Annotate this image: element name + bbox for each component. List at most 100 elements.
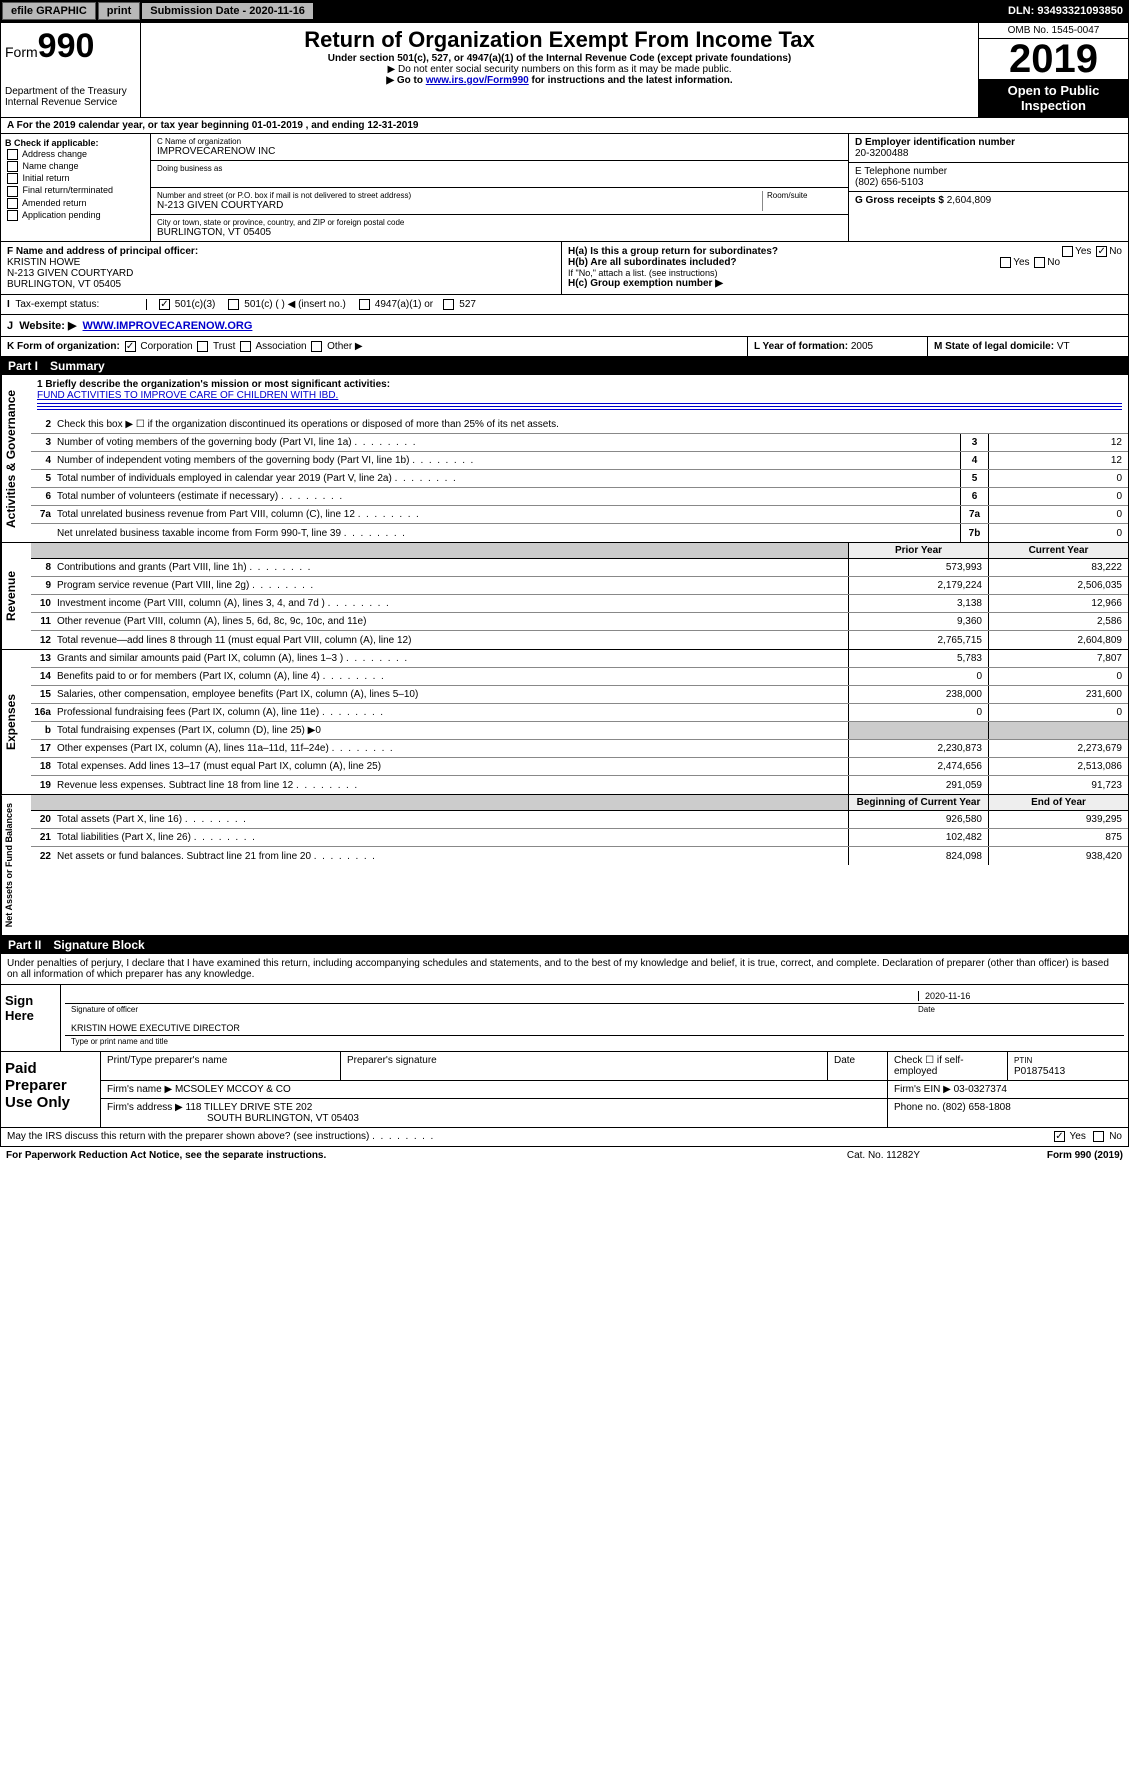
- line-21: Total liabilities (Part X, line 26): [57, 830, 848, 845]
- box-l: L Year of formation: 2005: [748, 337, 928, 356]
- c11: 2,586: [988, 613, 1128, 630]
- part2-header: Part II Signature Block: [0, 936, 1129, 954]
- line-19: Revenue less expenses. Subtract line 18 …: [57, 778, 848, 793]
- c17: 2,273,679: [988, 740, 1128, 757]
- officer-label: F Name and address of principal officer:: [7, 246, 198, 257]
- netassets-section: Net Assets or Fund Balances Beginning of…: [0, 795, 1129, 936]
- chk-501c[interactable]: [228, 299, 239, 310]
- header-mid: Return of Organization Exempt From Incom…: [141, 23, 978, 117]
- p10: 3,138: [848, 595, 988, 612]
- box-h: H(a) Is this a group return for subordin…: [561, 242, 1128, 294]
- chk-pending[interactable]: [7, 210, 18, 221]
- c20: 939,295: [988, 811, 1128, 828]
- col-prior: Prior Year: [848, 543, 988, 558]
- part2-title: Signature Block: [53, 938, 144, 952]
- chk-address[interactable]: [7, 149, 18, 160]
- side-expenses: Expenses: [1, 650, 31, 794]
- hb-yes[interactable]: [1000, 257, 1011, 268]
- chk-527[interactable]: [443, 299, 454, 310]
- discuss-no[interactable]: [1093, 1131, 1104, 1142]
- domicile-label: M State of legal domicile:: [934, 341, 1054, 352]
- form-label: Form: [5, 44, 38, 60]
- line-2: Check this box ▶ ☐ if the organization d…: [57, 417, 1128, 432]
- chk-trust[interactable]: [197, 341, 208, 352]
- website-link[interactable]: WWW.IMPROVECARENOW.ORG: [83, 320, 253, 332]
- hb-label: H(b) Are all subordinates included?: [568, 257, 737, 268]
- chk-4947[interactable]: [359, 299, 370, 310]
- p16b: [848, 722, 988, 739]
- ha-no[interactable]: [1096, 246, 1107, 257]
- chk-501c3[interactable]: [159, 299, 170, 310]
- lbl-4947: 4947(a)(1) or: [375, 299, 433, 310]
- dba-label: Doing business as: [157, 164, 842, 173]
- org-name-label: C Name of organization: [157, 137, 842, 146]
- firm-addr1: 118 TILLEY DRIVE STE 202: [186, 1102, 313, 1113]
- goto-pre: ▶ Go to: [386, 75, 425, 86]
- preparer-date-hdr: Date: [828, 1052, 888, 1080]
- lbl-initial: Initial return: [23, 173, 70, 183]
- grid-fgh: F Name and address of principal officer:…: [0, 242, 1129, 295]
- c14: 0: [988, 668, 1128, 685]
- declaration: Under penalties of perjury, I declare th…: [1, 954, 1128, 984]
- governance-section: Activities & Governance 1 Briefly descri…: [0, 375, 1129, 543]
- chk-final[interactable]: [7, 186, 18, 197]
- revenue-section: Revenue Prior YearCurrent Year 8Contribu…: [0, 543, 1129, 650]
- chk-corp[interactable]: [125, 341, 136, 352]
- side-governance: Activities & Governance: [1, 375, 31, 542]
- col-begin: Beginning of Current Year: [848, 795, 988, 810]
- officer-name: KRISTIN HOWE: [7, 257, 80, 268]
- header-right: OMB No. 1545-0047 2019 Open to Public In…: [978, 23, 1128, 117]
- box-deg: D Employer identification number20-32004…: [848, 134, 1128, 241]
- chk-assoc[interactable]: [240, 341, 251, 352]
- discuss-row: May the IRS discuss this return with the…: [0, 1128, 1129, 1146]
- dept-label: Department of the Treasury: [5, 86, 136, 97]
- line-18: Total expenses. Add lines 13–17 (must eq…: [57, 759, 848, 774]
- sig-officer-label: Signature of officer: [71, 1005, 918, 1014]
- part1-title: Summary: [50, 359, 105, 373]
- form-org-label: K Form of organization:: [7, 341, 120, 352]
- chk-other[interactable]: [311, 341, 322, 352]
- irs-link[interactable]: www.irs.gov/Form990: [426, 75, 529, 86]
- hb-yes-lbl: Yes: [1013, 257, 1029, 268]
- p17: 2,230,873: [848, 740, 988, 757]
- c16b: [988, 722, 1128, 739]
- lbl-name-change: Name change: [23, 161, 79, 171]
- discuss-no-lbl: No: [1109, 1132, 1122, 1143]
- ptin-value: P01875413: [1014, 1066, 1065, 1077]
- expenses-section: Expenses 13Grants and similar amounts pa…: [0, 650, 1129, 795]
- p13: 5,783: [848, 650, 988, 667]
- lbl-527: 527: [459, 299, 476, 310]
- part2-num: Part II: [8, 938, 41, 952]
- lbl-501c3: 501(c)(3): [175, 299, 216, 310]
- sig-date: 2020-11-16: [918, 991, 1118, 1001]
- firm-addr-label: Firm's address ▶: [107, 1102, 183, 1113]
- submission-date: Submission Date - 2020-11-16: [142, 3, 313, 19]
- org-address: N-213 GIVEN COURTYARD: [157, 200, 762, 211]
- p11: 9,360: [848, 613, 988, 630]
- preparer-name-hdr: Print/Type preparer's name: [101, 1052, 341, 1080]
- row-i: I Tax-exempt status: 501(c)(3) 501(c) ( …: [0, 295, 1129, 315]
- mission-text: FUND ACTIVITIES TO IMPROVE CARE OF CHILD…: [37, 390, 1122, 401]
- c13: 7,807: [988, 650, 1128, 667]
- box-b: B Check if applicable: Address change Na…: [1, 134, 151, 241]
- part1-header: Part I Summary: [0, 357, 1129, 375]
- p18: 2,474,656: [848, 758, 988, 775]
- hb-no[interactable]: [1034, 257, 1045, 268]
- form-number: 990: [38, 27, 95, 65]
- efile-button[interactable]: efile GRAPHIC: [2, 2, 96, 20]
- chk-initial[interactable]: [7, 173, 18, 184]
- ha-yes[interactable]: [1062, 246, 1073, 257]
- p16a: 0: [848, 704, 988, 721]
- discuss-yes[interactable]: [1054, 1131, 1065, 1142]
- chk-amended[interactable]: [7, 198, 18, 209]
- grid-bcde: B Check if applicable: Address change Na…: [0, 134, 1129, 242]
- chk-name[interactable]: [7, 161, 18, 172]
- website-label: Website: ▶: [19, 320, 76, 332]
- lbl-address-change: Address change: [22, 149, 87, 159]
- sig-name-label: Type or print name and title: [65, 1036, 1124, 1047]
- print-button[interactable]: print: [98, 2, 140, 20]
- line-7b: Net unrelated business taxable income fr…: [57, 526, 960, 541]
- box-f: F Name and address of principal officer:…: [1, 242, 561, 294]
- lbl-pending: Application pending: [22, 210, 101, 220]
- box-c: C Name of organizationIMPROVECARENOW INC…: [151, 134, 848, 241]
